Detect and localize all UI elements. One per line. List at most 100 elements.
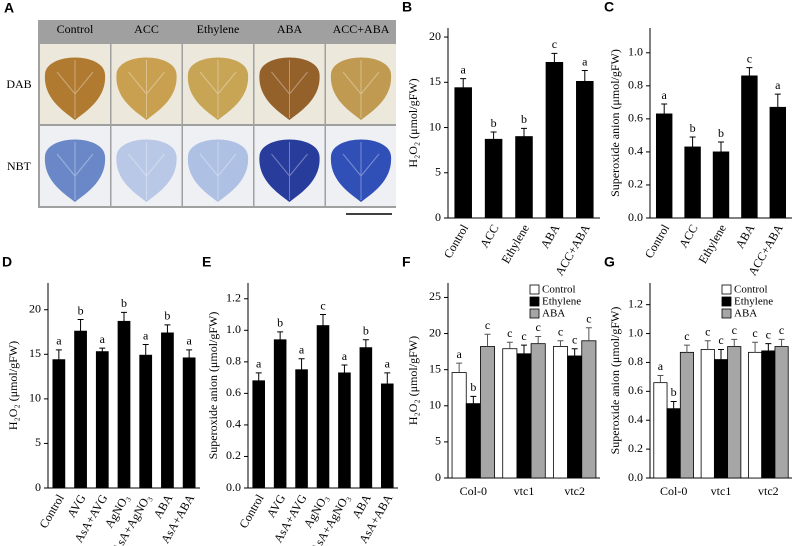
y-tick-label: 1.2 [226,291,241,305]
x-tick-label: vtc2 [564,484,585,498]
error-bar [752,341,759,353]
y-tick-label: 0.0 [226,480,241,494]
leaf-vein [128,60,165,118]
error-bar [362,339,369,348]
y-tick-label: 0.2 [628,177,643,191]
leaf-vein [342,60,380,118]
error-bar [535,335,542,344]
y-tick-label: 1.0 [628,325,643,339]
bar [700,349,715,479]
significance-label: a [56,334,62,348]
bar [712,151,730,219]
leaf [44,57,106,120]
bar [484,138,503,219]
error-bar [164,324,171,333]
leaf [259,139,320,202]
significance-label: c [320,298,325,312]
y-axis-label: Superoxide anion (μmol/gFW) [608,307,622,455]
y-tick-label: 15 [429,361,441,375]
bar [516,353,532,479]
leaf-vein [199,60,237,118]
column-label: ABA [277,22,303,36]
bar [655,113,673,219]
error-bar [255,372,262,381]
error-bar [460,78,467,88]
leaf [116,139,177,202]
column-label: ACC+ABA [333,22,390,36]
bar [567,355,583,479]
bar [530,343,546,479]
legend-swatch [721,284,732,295]
bar [161,332,174,489]
panel-label: A [4,0,14,16]
significance-label: b [470,380,476,394]
significance-label: a [662,88,668,102]
y-tick-label: 5 [435,434,441,448]
error-bar [585,327,592,341]
significance-label: c [572,332,577,346]
bar [273,339,287,489]
significance-label: b [718,126,724,140]
legend-swatch [721,296,732,307]
column-label: Control [57,22,94,36]
y-tick-label: 20 [29,301,41,315]
leaf [44,139,106,202]
bar [769,106,787,219]
panel-label: F [402,254,411,270]
leaf-vein [342,142,380,200]
row-label: NBT [7,159,32,173]
legend-label: ABA [542,308,565,320]
y-tick-label: 0.6 [628,383,643,397]
bar [380,383,394,489]
y-tick-label: 15 [429,74,441,88]
leaf-vein [271,60,308,118]
y-tick-label: 15 [29,346,41,360]
error-bar [670,400,677,409]
legend-label: Ethylene [734,296,773,308]
bar [95,351,109,489]
significance-label: a [456,347,462,361]
x-tick-label: vtc1 [711,484,732,498]
bar [653,382,668,479]
error-bar [484,333,491,347]
bar [338,372,351,489]
bar [139,354,153,489]
significance-label: a [186,334,192,348]
significance-label: c [485,318,490,332]
significance-label: c [558,325,563,339]
error-bar [470,395,477,404]
leaf [330,57,392,120]
error-bar [55,349,62,360]
leaf [259,57,320,120]
y-tick-label: 0 [35,480,41,494]
x-tick-label: ACC [477,222,501,250]
x-tick-label: vtc2 [758,484,779,498]
significance-label: c [536,320,541,334]
significance-label: a [256,357,262,371]
panel-label: G [604,254,615,270]
error-bar [298,358,305,370]
error-bar [731,338,738,347]
error-bar [341,364,348,373]
significance-label: a [100,332,106,346]
y-axis-label: Superoxide anion (μmol/gFW) [608,49,622,197]
bar [774,346,789,479]
error-bar [581,70,588,82]
x-tick-label: Control [236,491,267,530]
y-axis-label: Superoxide anion (μmol/gFW) [206,312,220,460]
significance-label: c [586,312,591,326]
significance-label: c [747,51,752,65]
significance-label: c [684,329,689,343]
y-tick-label: 20 [429,325,441,339]
error-bar [774,93,781,108]
significance-label: c [766,327,771,341]
bar [545,61,564,219]
panel-label: C [604,0,614,15]
y-tick-label: 10 [29,391,41,405]
y-tick-label: 20 [429,29,441,43]
significance-label: c [732,323,737,337]
significance-label: b [78,303,84,317]
bar [316,325,330,489]
error-bar [704,340,711,350]
panel-label: B [402,0,412,15]
